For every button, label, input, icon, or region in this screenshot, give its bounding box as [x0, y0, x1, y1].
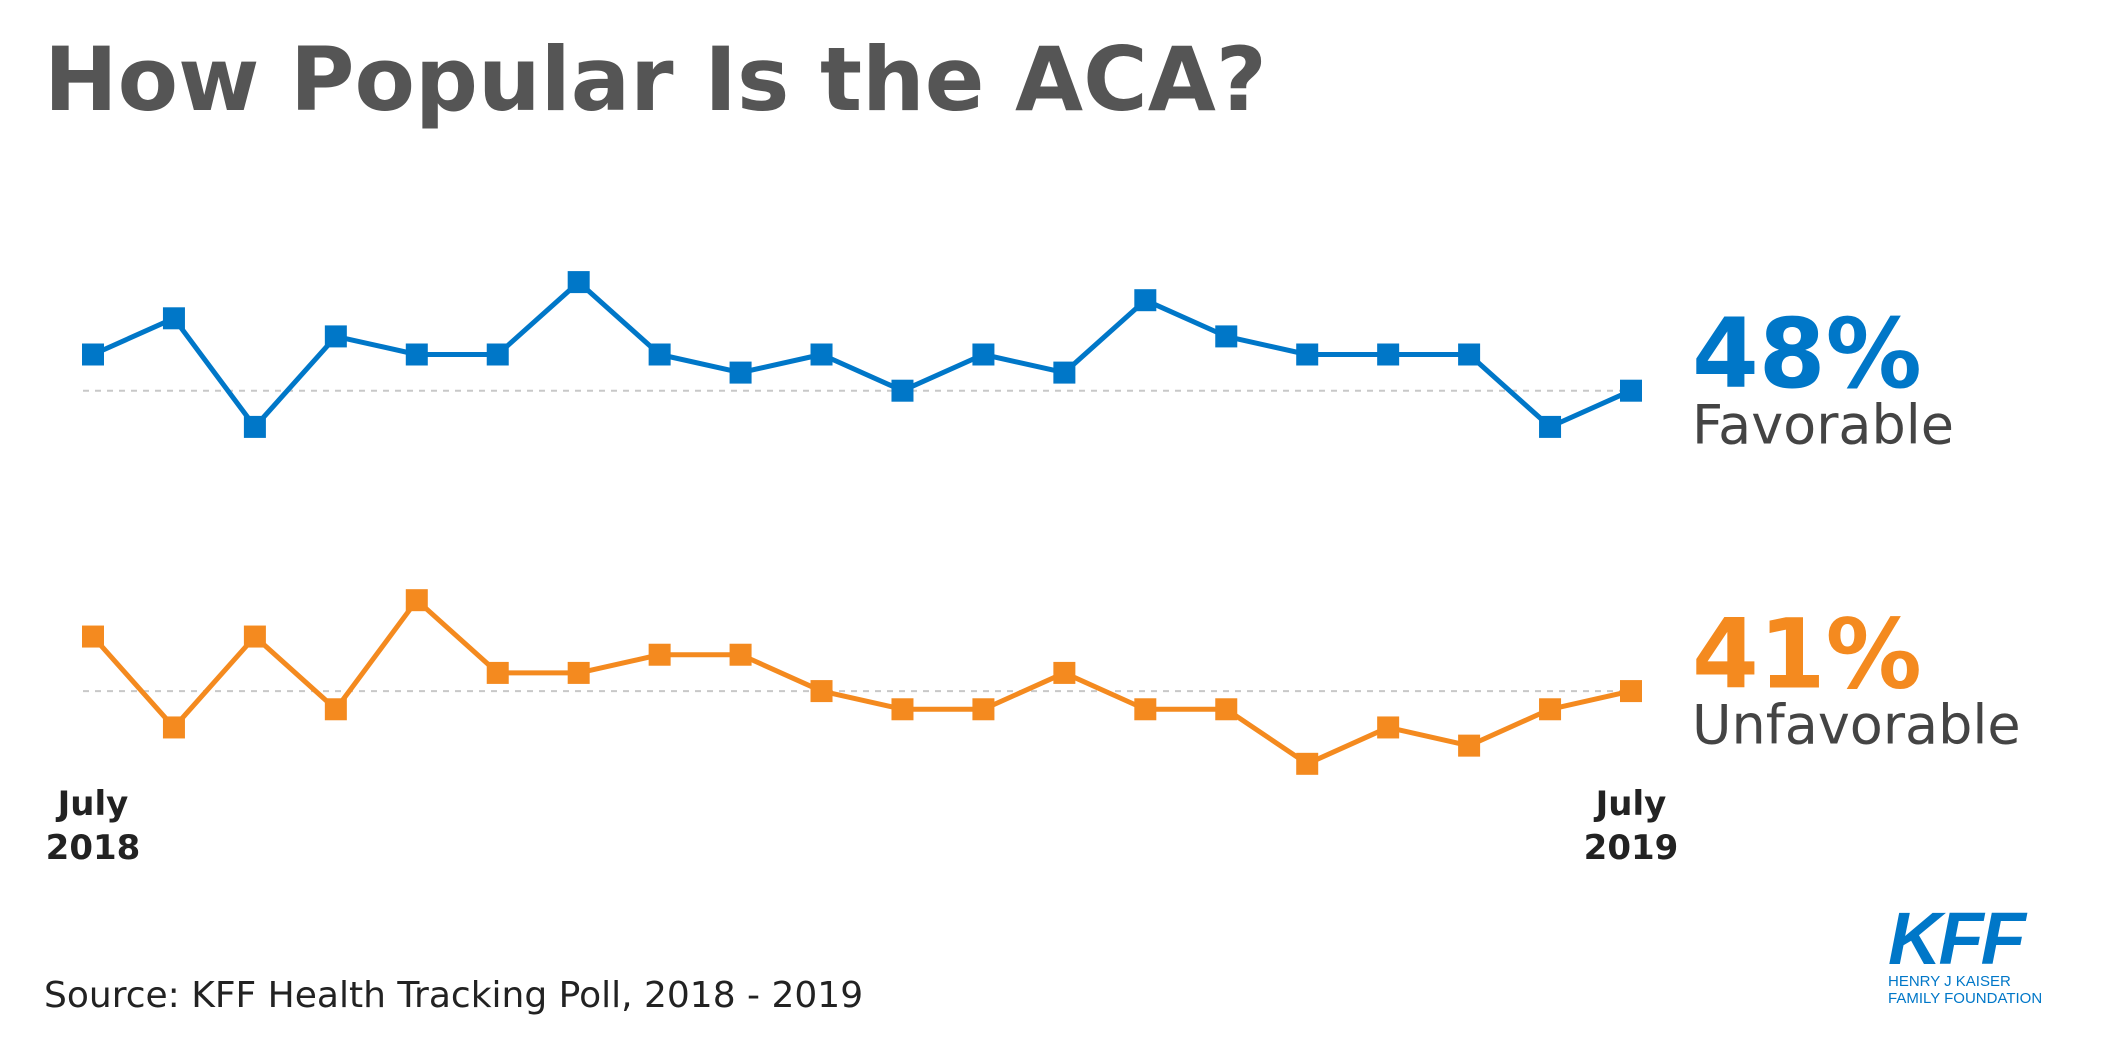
point-marker — [1053, 661, 1076, 684]
point-marker — [567, 661, 590, 684]
point-marker — [1539, 415, 1562, 438]
point-marker — [1458, 343, 1481, 366]
logo-text: FAMILY FOUNDATION — [1888, 990, 2043, 1007]
value-label: 41% — [1692, 598, 1922, 710]
point-marker — [1620, 680, 1642, 703]
chart-title: How Popular Is the ACA? — [44, 28, 1267, 131]
point-marker — [972, 698, 995, 721]
value-label: 48% — [1692, 298, 1922, 410]
point-marker — [1215, 325, 1238, 348]
point-marker — [648, 643, 671, 666]
point-marker — [243, 625, 266, 648]
source-note: Source: KFF Health Tracking Poll, 2018 -… — [44, 975, 864, 1016]
point-marker — [1377, 343, 1400, 366]
logo: KFF HENRY J KAISER FAMILY FOUNDATION — [1888, 897, 2043, 1008]
series-line — [91, 279, 1633, 430]
point-marker — [1053, 361, 1076, 384]
point-marker — [1134, 698, 1157, 721]
point-marker — [1539, 698, 1562, 721]
point-marker — [82, 625, 104, 648]
x-tick-label: July 2019 — [1583, 784, 1679, 868]
point-marker — [648, 343, 671, 366]
point-marker — [1296, 343, 1319, 366]
point-marker — [243, 415, 266, 438]
point-marker — [405, 343, 428, 366]
point-marker — [1134, 289, 1157, 312]
point-marker — [1377, 716, 1400, 739]
point-marker — [324, 325, 347, 348]
point-marker — [891, 379, 914, 402]
logo-text: HENRY J KAISER — [1888, 973, 2011, 990]
point-marker — [162, 307, 185, 330]
point-marker — [972, 343, 995, 366]
point-marker — [729, 643, 752, 666]
point-marker — [486, 343, 509, 366]
x-tick-label: July 2018 — [45, 784, 141, 868]
point-marker — [82, 343, 104, 366]
point-marker — [810, 343, 833, 366]
point-marker — [1458, 734, 1481, 757]
point-marker — [1296, 752, 1319, 775]
point-marker — [1620, 379, 1642, 402]
point-marker — [810, 680, 833, 703]
logo-mark: KFF — [1888, 897, 2026, 980]
point-marker — [567, 271, 590, 294]
point-marker — [729, 361, 752, 384]
legend-label: Unfavorable — [1692, 694, 2021, 757]
point-marker — [1215, 698, 1238, 721]
legend-label: Favorable — [1692, 393, 1954, 456]
point-marker — [486, 661, 509, 684]
point-marker — [405, 589, 428, 612]
series-line — [91, 597, 1632, 767]
point-marker — [324, 698, 347, 721]
point-marker — [162, 716, 185, 739]
point-marker — [891, 698, 914, 721]
